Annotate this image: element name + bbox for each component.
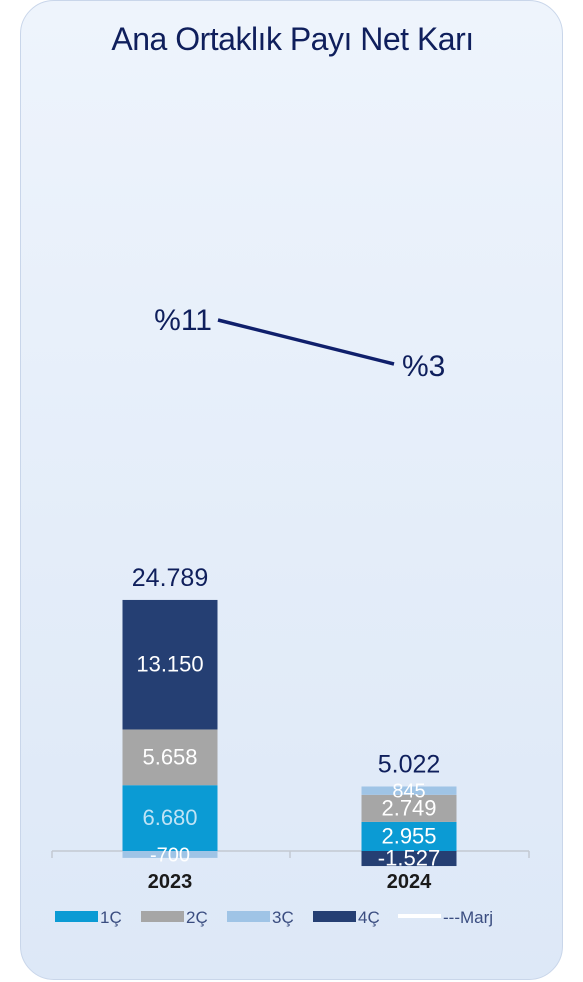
data-label-2023-1Ç: 6.680 [142,805,197,830]
marj-label-2024: %3 [402,350,445,383]
legend-label-4Ç: 4Ç [358,908,380,927]
total-label-2024: 5.022 [378,750,441,778]
legend-swatch-3Ç [227,911,270,922]
bar-2024-3Ç [361,786,457,795]
data-label-2023-2Ç: 5.658 [142,744,197,769]
bar-2024-2Ç [361,794,457,822]
bar-2023-4Ç [122,599,218,730]
bar-2024-4Ç [361,851,457,867]
x-tick-label-2023: 2023 [148,871,193,893]
legend-label-2Ç: 2Ç [186,908,208,927]
bar-2023-1Ç [122,785,218,851]
legend-swatch-2Ç [141,911,184,922]
data-label-2024-1Ç: 2.955 [381,823,436,848]
legend-label-1Ç: 1Ç [100,908,122,927]
data-label-2023-3Ç: -700 [150,844,190,866]
chart-card: Ana Ortaklık Payı Net Karı [20,0,563,980]
chart-title: Ana Ortaklık Payı Net Karı [111,21,474,57]
data-label-2023-4Ç: 13.150 [136,652,203,677]
marj-line [217,318,395,366]
marj-label-2023: %11 [154,304,212,337]
legend-label-3Ç: 3Ç [272,908,294,927]
bar-2024-1Ç [361,821,457,851]
bar-2023-2Ç [122,729,218,786]
legend-label-marj: ---Marj [443,908,493,927]
data-label-2024-3Ç: 845 [392,781,425,803]
legend-swatch-4Ç [313,911,356,922]
data-label-2024-4Ç: -1.527 [378,846,440,871]
data-label-2024-2Ç: 2.749 [381,795,436,820]
bar-2023-3Ç [122,851,218,858]
total-label-2023: 24.789 [132,564,208,592]
x-tick-label-2024: 2024 [387,871,432,893]
legend-swatch-1Ç [55,911,98,922]
